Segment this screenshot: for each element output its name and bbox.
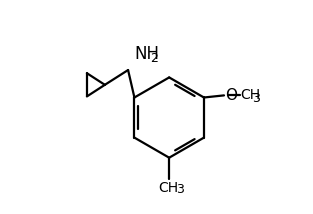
Text: CH: CH [158, 180, 178, 195]
Text: 3: 3 [177, 183, 184, 196]
Text: CH: CH [240, 88, 261, 102]
Text: 3: 3 [252, 92, 260, 105]
Text: NH: NH [134, 45, 159, 63]
Text: 2: 2 [150, 52, 157, 65]
Text: O: O [225, 88, 237, 103]
